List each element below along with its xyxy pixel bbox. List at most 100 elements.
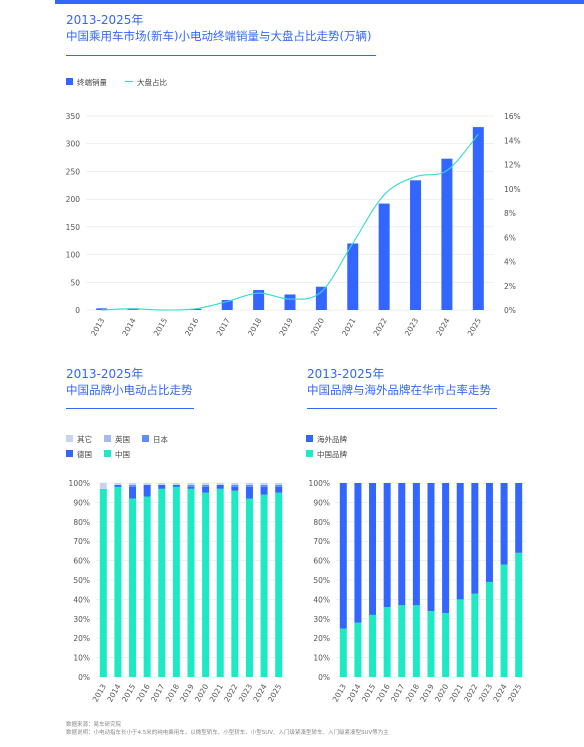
chart3-y-tick-label: 10%: [313, 654, 330, 663]
chart2-bar-segment: [245, 498, 253, 677]
chart2-bar-segment: [202, 483, 210, 485]
legend-label-share: 大盘占比: [137, 77, 167, 87]
chart2-bar-segment: [129, 486, 137, 499]
chart2-y-tick-label: 0%: [78, 673, 90, 682]
chart1-bar: [378, 203, 390, 310]
chart3-y-tick-label: 90%: [313, 498, 330, 507]
chart1-svg: 终端销量 大盘占比 0 50 100 150 200 250 300 350 0% 2% 4% 6% 8% 1…: [66, 77, 521, 338]
chart2-x-tick-label: 2021: [208, 682, 225, 703]
chart1-y2-tick-label: 2%: [504, 282, 516, 291]
chart3-x-tick-label: 2020: [433, 682, 450, 703]
chart3-y-tick-label: 50%: [313, 576, 330, 585]
chart2-bar-segment: [172, 483, 180, 485]
chart3-year-range: 2013-2025年: [307, 367, 385, 381]
chart1-bar: [441, 158, 453, 310]
chart3-y-tick-label: 100%: [309, 479, 330, 488]
chart1-bar: [96, 308, 108, 310]
chart2-bar-segment: [99, 488, 107, 677]
chart2-y-tick-label: 10%: [73, 654, 90, 663]
chart1-y-tick-label: 0: [75, 306, 80, 315]
chart2-bar-segment: [216, 484, 224, 489]
chart1-bar: [347, 243, 359, 310]
chart1-y-tick-label: 150: [66, 223, 81, 232]
chart1-y2-tick-label: 0%: [504, 306, 516, 315]
chart1-title-underline: [66, 55, 376, 56]
chart1-y2-tick-label: 6%: [504, 233, 516, 242]
footer: 数据来源：易车研究院 数据说明：小电动指车长小于4.5米的纯电乘用车，以微型轿车…: [66, 721, 389, 737]
chart2-bar-segment: [231, 490, 239, 677]
chart1-x-tick-label: 2014: [120, 316, 137, 337]
chart3-x-tick-label: 2022: [462, 682, 479, 703]
chart3-x-tick-label: 2023: [477, 682, 494, 703]
chart3-title-underline: [307, 408, 497, 409]
chart3-y-tick-label: 20%: [313, 634, 330, 643]
legend-label-sales: 终端销量: [77, 77, 107, 87]
chart2-bar-segment: [158, 488, 166, 677]
chart2-bar-segment: [129, 483, 137, 485]
chart2-bar-segment: [260, 484, 268, 487]
chart2-bar-segment: [114, 484, 122, 487]
chart3-x-tick-label: 2024: [491, 682, 508, 703]
chart3-bar-segment: [383, 607, 391, 677]
chart3-bar-segment: [442, 612, 450, 677]
chart2-bar-segment: [187, 486, 195, 489]
chart2-bar-segment: [158, 483, 166, 485]
chart2-y-tick-label: 40%: [73, 595, 90, 604]
chart2-x-tick-label: 2023: [237, 682, 254, 703]
chart2-y-tick-label: 60%: [73, 557, 90, 566]
chart3-y-tick-label: 30%: [313, 615, 330, 624]
chart2-x-tick-label: 2025: [266, 682, 283, 703]
chart2-bar-segment: [99, 483, 107, 489]
chart1-y-tick-label: 250: [66, 167, 81, 176]
chart2-y-tick-label: 30%: [73, 615, 90, 624]
chart1-heading: 2013-2025年 中国乘用车市场(新车)小电动终端销量与大盘占比走势(万辆): [66, 12, 371, 44]
legend-swatch-chart2: [66, 450, 73, 457]
chart3-bar-segment: [354, 622, 362, 677]
chart3-x-tick-label: 2015: [360, 682, 377, 703]
chart2-bar-segment: [143, 496, 151, 677]
chart2-bar-segment: [143, 483, 151, 485]
chart1-bar: [410, 180, 422, 310]
chart3-bar-segment: [500, 483, 508, 565]
chart1-y2-tick-label: 14%: [504, 136, 521, 145]
chart2-title-underline: [66, 408, 194, 409]
chart1-x-tick-label: 2016: [183, 316, 200, 337]
chart2-bar-segment: [187, 483, 195, 485]
chart1-y2-tick-label: 10%: [504, 185, 521, 194]
legend-swatch-chart3: [306, 435, 313, 442]
chart3-x-tick-label: 2014: [345, 682, 362, 703]
chart2-bar-segment: [143, 484, 151, 497]
chart3-bar-segment: [412, 605, 420, 677]
chart1-y-tick-label: 300: [66, 140, 81, 149]
chart1-x-tick-label: 2022: [372, 316, 389, 337]
chart2-bar-segment: [260, 486, 268, 495]
chart1-bar: [221, 300, 233, 310]
legend-label-chart3: 中国品牌: [317, 449, 347, 459]
chart2-bar-segment: [260, 483, 268, 485]
chart1-x-tick-label: 2024: [434, 316, 451, 337]
chart3-bar-segment: [398, 605, 406, 677]
chart3-bar-segment: [383, 483, 391, 608]
chart1-y-tick-label: 50: [70, 278, 80, 287]
chart2-bar-segment: [231, 484, 239, 487]
chart3-x-tick-label: 2013: [331, 682, 348, 703]
chart1-y-tick-label: 350: [66, 112, 81, 121]
chart3-bar-segment: [369, 614, 377, 677]
chart2-x-tick-label: 2020: [193, 682, 210, 703]
chart2-bar-segment: [172, 484, 180, 487]
chart2-bar-segment: [187, 488, 195, 677]
chart2-bar-segment: [202, 486, 210, 493]
chart2-y-tick-label: 90%: [73, 498, 90, 507]
chart2-y-tick-label: 20%: [73, 634, 90, 643]
chart3-bar-segment: [471, 593, 479, 677]
chart1-x-tick-label: 2019: [277, 316, 294, 337]
chart3-bar-segment: [398, 483, 406, 606]
chart3-title: 中国品牌与海外品牌在华市占率走势: [307, 383, 491, 397]
legend-label-chart2: 日本: [153, 434, 168, 444]
legend-swatch-chart2: [66, 435, 73, 442]
chart3-x-tick-label: 2018: [404, 682, 421, 703]
chart2-bar-segment: [245, 484, 253, 487]
chart3-bar-segment: [427, 611, 435, 677]
chart3-bar-segment: [515, 552, 523, 677]
